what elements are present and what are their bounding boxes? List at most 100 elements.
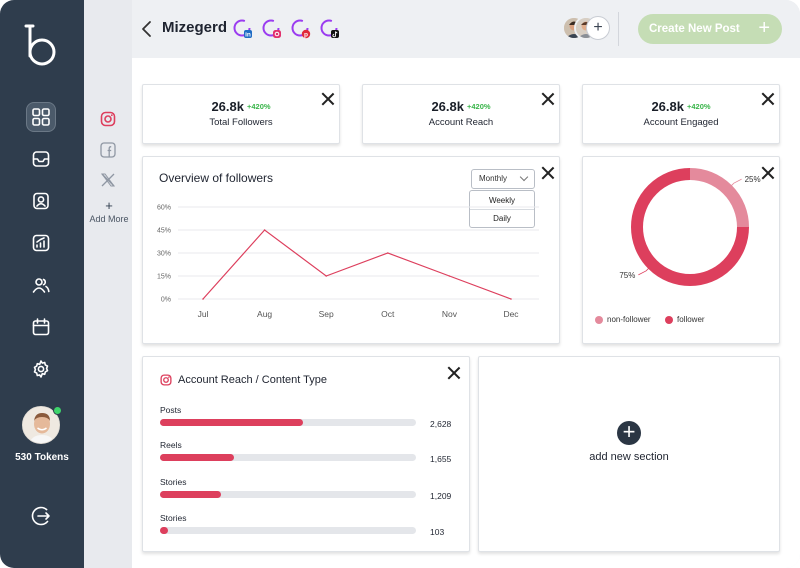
series-line xyxy=(202,229,512,300)
workspace-title: Mizegerd xyxy=(162,19,228,36)
legend-dot xyxy=(595,315,603,324)
stat-change: +420% xyxy=(686,102,711,111)
period-option-weekly[interactable]: Weekly xyxy=(488,196,516,205)
follower-donut-chart: 25% 75% xyxy=(619,168,761,286)
content-type-row: Stories 1,209 xyxy=(160,477,460,501)
stat-card-total-followers: 26.8k +420% Total Followers xyxy=(142,84,340,144)
back-arrow-icon[interactable] xyxy=(140,20,154,38)
close-icon[interactable] xyxy=(321,92,334,105)
x-tick-label: Dec xyxy=(503,309,519,319)
stat-change: +420% xyxy=(246,102,271,111)
sidebar-item-inbox[interactable] xyxy=(26,144,56,174)
add-section-plus-icon[interactable]: + xyxy=(617,421,641,445)
add-platform-button[interactable]: + Add More xyxy=(84,198,134,224)
content-type-value: 1,209 xyxy=(430,491,452,501)
content-type-value: 2,628 xyxy=(430,419,452,429)
tiktok-profile-icon[interactable] xyxy=(319,18,341,40)
content-type-label: Stories xyxy=(160,513,187,523)
team-members[interactable]: + xyxy=(562,16,612,42)
platform-x[interactable] xyxy=(98,170,118,190)
platform-instagram[interactable] xyxy=(98,109,118,129)
online-status-dot xyxy=(53,406,62,415)
platform-facebook[interactable] xyxy=(98,140,118,160)
progress-track xyxy=(160,454,416,461)
sidebar-item-dashboard[interactable] xyxy=(26,102,56,132)
data-point xyxy=(325,275,327,277)
add-team-member-button[interactable]: + xyxy=(586,16,610,40)
x-tick-label: Sep xyxy=(319,309,334,319)
stat-value: 26.8k xyxy=(431,99,464,114)
add-section-card[interactable]: + add new section xyxy=(478,356,780,552)
period-selected: Monthly xyxy=(479,174,508,183)
y-tick-label: 60% xyxy=(157,205,171,212)
sidebar-item-profile[interactable] xyxy=(26,186,56,216)
user-avatar[interactable] xyxy=(22,406,62,446)
stat-value: 26.8k xyxy=(651,99,684,114)
platform-sidebar: + Add More xyxy=(84,0,132,568)
app-logo[interactable] xyxy=(24,22,60,68)
create-new-post-button[interactable]: Create New Post + xyxy=(638,14,782,44)
inbox-icon xyxy=(32,151,50,167)
content-type-row: Stories 103 xyxy=(160,513,460,537)
users-icon xyxy=(32,278,50,293)
reach-card-title: Account Reach / Content Type xyxy=(178,374,327,386)
slice-data-label: 25% xyxy=(745,175,761,184)
donut-slice-non-follower xyxy=(689,168,749,228)
content-type-value: 1,655 xyxy=(430,454,452,464)
x-tick-label: Oct xyxy=(381,309,395,319)
sidebar-item-settings[interactable] xyxy=(26,354,56,384)
content-type-label: Posts xyxy=(160,405,182,415)
instagram-icon xyxy=(160,374,172,386)
svg-text:in: in xyxy=(245,31,251,38)
stat-label: Total Followers xyxy=(209,117,273,128)
content-type-label: Stories xyxy=(160,477,187,487)
period-option-daily[interactable]: Daily xyxy=(493,214,511,223)
slice-leader-line xyxy=(725,178,742,192)
stat-value: 26.8k xyxy=(211,99,244,114)
progress-fill xyxy=(160,454,235,461)
progress-fill xyxy=(160,491,222,498)
logout-icon xyxy=(31,506,51,526)
facebook-icon xyxy=(100,142,116,158)
y-tick-label: 45% xyxy=(157,228,171,235)
stat-label: Account Engaged xyxy=(643,117,719,128)
slice-data-label: 75% xyxy=(619,271,635,280)
y-tick-label: 30% xyxy=(157,251,171,258)
grid-icon xyxy=(32,108,50,126)
pinterest-profile-icon[interactable]: p xyxy=(290,18,312,40)
content-type-value: 103 xyxy=(430,527,445,537)
period-select[interactable]: Monthly xyxy=(471,169,535,189)
add-more-label: Add More xyxy=(89,214,129,224)
period-dropdown-menu: Weekly Daily xyxy=(469,190,535,228)
progress-track xyxy=(160,527,416,534)
plus-icon: + xyxy=(105,198,113,213)
progress-fill xyxy=(160,527,168,534)
legend-label: follower xyxy=(677,315,705,324)
chart-icon xyxy=(32,234,50,252)
data-point xyxy=(387,252,389,254)
progress-track xyxy=(160,491,416,498)
legend-dot xyxy=(665,315,673,324)
create-post-label: Create New Post xyxy=(649,23,740,35)
top-bar: Mizegerd in p + Create New Post + xyxy=(132,0,800,58)
x-tick-label: Aug xyxy=(257,309,272,319)
instagram-profile-icon[interactable] xyxy=(261,18,283,40)
logout-button[interactable] xyxy=(30,505,52,527)
y-tick-label: 0% xyxy=(161,297,171,304)
progress-fill xyxy=(160,419,304,426)
linkedin-profile-icon[interactable]: in xyxy=(232,18,254,40)
add-section-label: add new section xyxy=(589,451,669,463)
sidebar-item-team[interactable] xyxy=(26,270,56,300)
close-icon[interactable] xyxy=(761,92,774,105)
stat-label: Account Reach xyxy=(428,117,494,128)
data-point xyxy=(263,229,266,231)
legend-item-follower: follower xyxy=(665,315,705,324)
close-icon[interactable] xyxy=(541,166,554,179)
stat-change: +420% xyxy=(466,102,491,111)
close-icon[interactable] xyxy=(541,92,554,105)
sidebar-item-analytics[interactable] xyxy=(26,228,56,258)
content-type-label: Reels xyxy=(160,440,182,450)
sidebar-item-calendar[interactable] xyxy=(26,312,56,342)
close-icon[interactable] xyxy=(447,366,460,379)
dashboard-content: 26.8k +420% Total Followers 26.8k +420% Ac… xyxy=(132,58,800,568)
